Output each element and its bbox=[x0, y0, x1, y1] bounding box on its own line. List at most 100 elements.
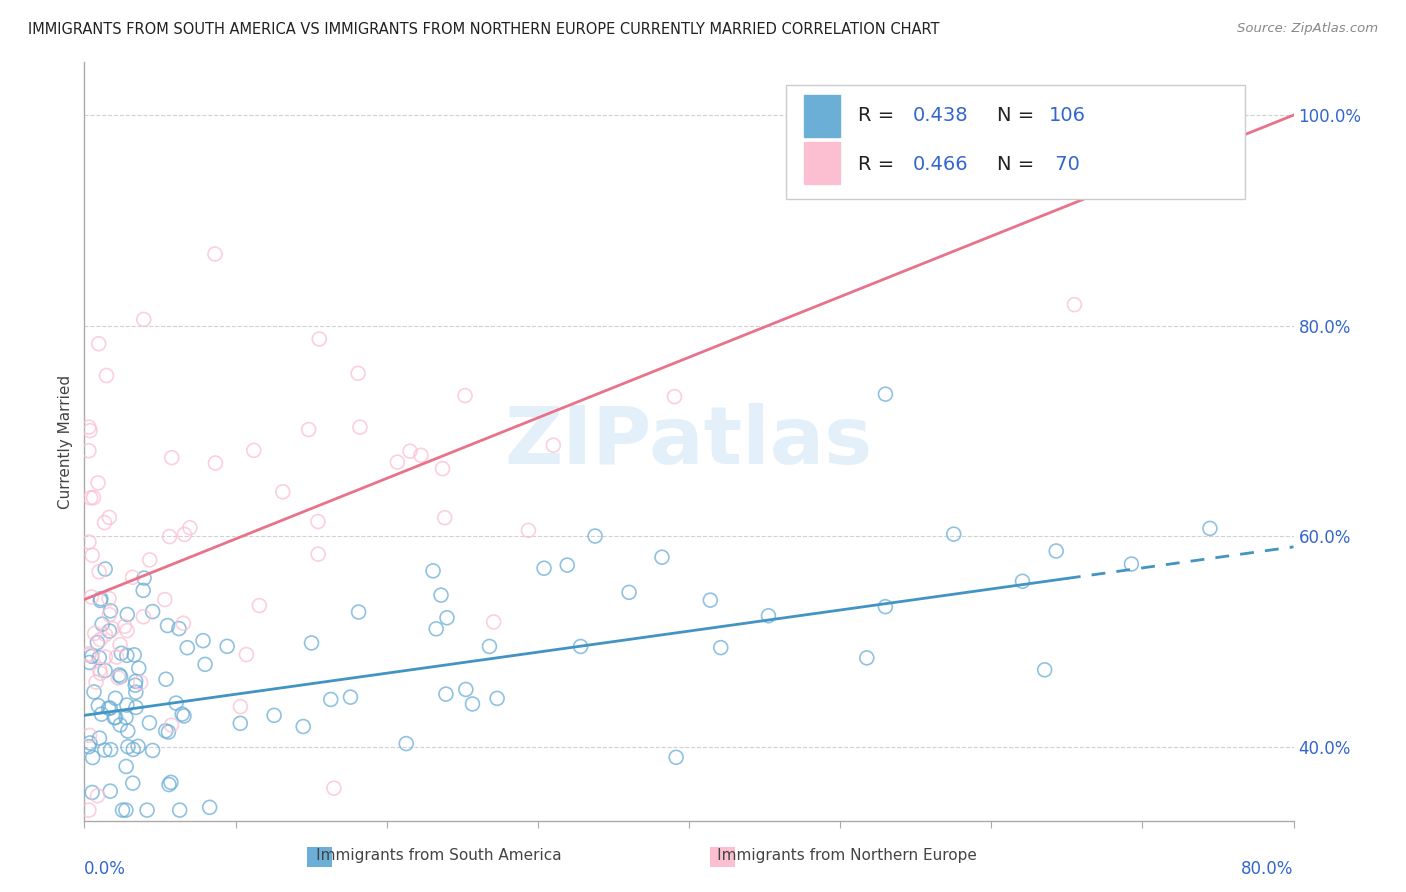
Point bbox=[307, 547, 329, 561]
Point bbox=[98, 701, 121, 715]
Point bbox=[229, 716, 252, 731]
Point bbox=[855, 651, 877, 665]
Text: 70: 70 bbox=[1049, 155, 1080, 174]
Point bbox=[156, 618, 179, 632]
Point bbox=[436, 611, 458, 625]
Point bbox=[98, 591, 121, 606]
Point bbox=[96, 368, 118, 383]
Point bbox=[91, 617, 114, 632]
Point bbox=[115, 710, 138, 724]
Point bbox=[1063, 298, 1085, 312]
Point bbox=[699, 593, 721, 607]
Text: Source: ZipAtlas.com: Source: ZipAtlas.com bbox=[1237, 22, 1378, 36]
Text: 80.0%: 80.0% bbox=[1241, 860, 1294, 878]
Point bbox=[194, 657, 217, 672]
Point bbox=[159, 530, 181, 544]
Point bbox=[583, 529, 606, 543]
Point bbox=[80, 649, 103, 664]
Point bbox=[169, 803, 191, 817]
Point bbox=[139, 553, 162, 567]
Point bbox=[432, 461, 454, 475]
Point bbox=[79, 424, 101, 438]
Point bbox=[142, 743, 165, 757]
Point bbox=[110, 670, 132, 684]
Point bbox=[124, 674, 146, 689]
Point bbox=[160, 450, 183, 465]
Point bbox=[125, 700, 148, 714]
Point bbox=[347, 605, 370, 619]
Bar bbox=[804, 95, 841, 136]
Point bbox=[83, 626, 105, 640]
Point bbox=[243, 443, 266, 458]
Point bbox=[875, 387, 897, 401]
Text: 106: 106 bbox=[1049, 106, 1087, 125]
Point bbox=[77, 647, 100, 661]
Point bbox=[103, 711, 125, 725]
Point bbox=[79, 728, 101, 742]
Point bbox=[82, 491, 104, 505]
Point bbox=[132, 571, 155, 585]
Point bbox=[710, 640, 733, 655]
Bar bbox=[804, 142, 841, 184]
Point bbox=[115, 803, 138, 817]
Point bbox=[83, 685, 105, 699]
Point bbox=[104, 710, 127, 724]
Text: 0.466: 0.466 bbox=[912, 155, 969, 174]
Point bbox=[128, 661, 150, 675]
Point bbox=[94, 627, 117, 641]
Point bbox=[93, 516, 115, 530]
Text: R =: R = bbox=[858, 155, 901, 174]
Point bbox=[1121, 557, 1143, 571]
Point bbox=[1033, 663, 1056, 677]
Point bbox=[198, 800, 221, 814]
Point bbox=[122, 648, 145, 662]
Point bbox=[114, 619, 136, 633]
Point bbox=[121, 776, 143, 790]
Point bbox=[165, 696, 187, 710]
Point bbox=[87, 336, 110, 351]
Point bbox=[942, 527, 965, 541]
Point bbox=[122, 742, 145, 756]
Point bbox=[97, 701, 120, 715]
Point bbox=[108, 668, 131, 682]
Point bbox=[298, 423, 321, 437]
Point bbox=[301, 636, 323, 650]
Point bbox=[98, 624, 121, 638]
Point bbox=[235, 648, 257, 662]
Point bbox=[79, 491, 101, 505]
Point bbox=[89, 650, 111, 665]
Point bbox=[94, 562, 117, 576]
Point bbox=[82, 750, 104, 764]
Point bbox=[160, 718, 183, 732]
Point bbox=[77, 443, 100, 458]
Point bbox=[93, 743, 115, 757]
Point bbox=[347, 367, 370, 381]
Point bbox=[167, 622, 190, 636]
Point bbox=[339, 690, 361, 705]
Point bbox=[110, 646, 132, 660]
Point bbox=[87, 698, 110, 713]
Point bbox=[173, 527, 195, 541]
Point bbox=[319, 692, 342, 706]
Point bbox=[157, 778, 180, 792]
Point bbox=[105, 650, 128, 665]
Point bbox=[486, 691, 509, 706]
Point bbox=[79, 736, 101, 750]
Point bbox=[247, 599, 270, 613]
Point bbox=[422, 564, 444, 578]
Point bbox=[89, 666, 111, 681]
Point bbox=[124, 678, 146, 692]
Point bbox=[77, 420, 100, 434]
Point bbox=[86, 789, 108, 803]
Point bbox=[533, 561, 555, 575]
Text: R =: R = bbox=[858, 106, 901, 125]
Point bbox=[543, 438, 565, 452]
Point bbox=[127, 739, 149, 754]
Point bbox=[87, 475, 110, 490]
Point bbox=[179, 521, 201, 535]
Point bbox=[172, 707, 194, 722]
Point bbox=[132, 583, 155, 598]
Point bbox=[271, 484, 294, 499]
Point bbox=[107, 671, 129, 685]
Text: Immigrants from Northern Europe: Immigrants from Northern Europe bbox=[682, 848, 977, 863]
